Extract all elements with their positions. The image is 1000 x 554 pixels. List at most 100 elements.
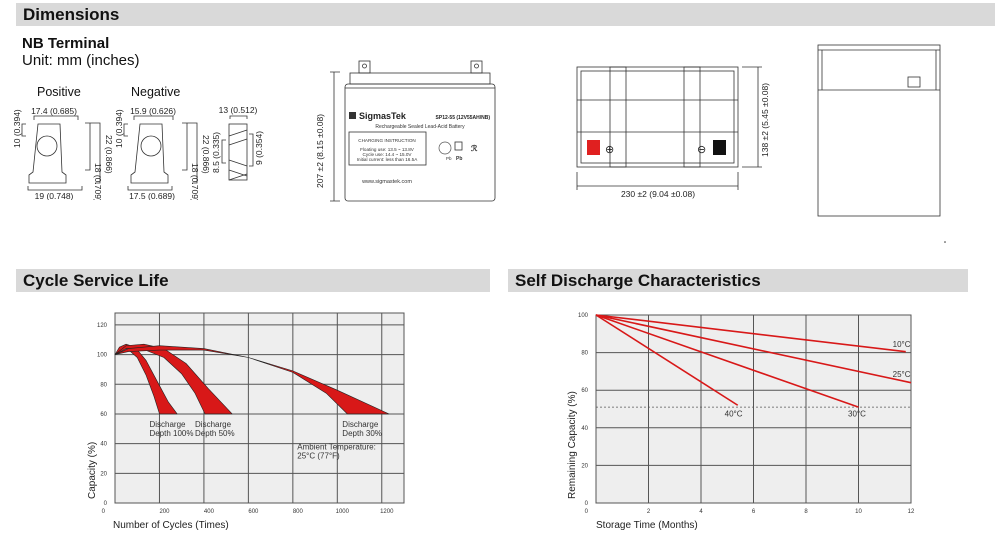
positive-terminal-hole: [36, 135, 58, 157]
brand-name: SigmasTek: [359, 111, 407, 121]
x-axis-label: Storage Time (Months): [596, 520, 698, 531]
neg-bottom-dim: 17.5 (0.689): [129, 191, 175, 200]
recycle-icon: [438, 141, 452, 155]
height-dimension: 207 ±2 (8.15 ±0.08): [315, 114, 325, 188]
series-label: 30°C: [848, 410, 866, 419]
length-dimension: 230 ±2 (9.04 ±0.08): [621, 189, 695, 199]
annotation: Ambient Temperature:: [297, 443, 376, 452]
x-tick-label: 4: [699, 509, 703, 515]
neg-left-dim: 10 (0.394): [114, 109, 124, 148]
terminal-side-view: [228, 123, 248, 181]
self-discharge-chart: 0 20 40 60 80 100 2 4 6 8 10 12 0 10°C 25°C 30°C 40°C Sto…: [567, 313, 915, 531]
x-tick-label: 1200: [380, 509, 394, 515]
pos-right2-dim: 22 (0.866): [104, 135, 114, 174]
cycle-title: Cycle Service Life: [23, 271, 169, 290]
positive-terminal-red: [587, 140, 600, 155]
y-tick-label: 0: [104, 501, 108, 507]
charging-line: Cycle use: 14.4 ~ 15.0V: [363, 152, 413, 157]
x-tick-label: 200: [159, 509, 170, 515]
series-label: 10°C: [893, 340, 911, 349]
x-tick-label: 1000: [336, 509, 350, 515]
x-tick-label: 8: [804, 509, 808, 515]
y-tick-label: 100: [97, 353, 108, 359]
series-label: 40°C: [725, 410, 743, 419]
battery-subtitle: Rechargeable Sealed Lead-Acid Battery: [375, 124, 465, 130]
pb-label: Pb: [446, 156, 452, 161]
cycle-service-life-chart: 0 20 40 60 80 100 120 200 400 600 800 1000 1200 0 Disc…: [87, 312, 405, 531]
charging-line: Floating use: 13.5 ~ 13.8V: [360, 147, 415, 152]
y-tick-label: 40: [100, 442, 107, 448]
y-axis-label: Capacity (%): [87, 442, 98, 499]
x-tick-label-zero: 0: [585, 509, 589, 515]
y-axis-label: Remaining Capacity (%): [567, 391, 578, 499]
series-line: [595, 314, 906, 353]
terminal-drawings: 17.4 (0.685) 19 (0.748) 10 (0.394) 18 (0…: [12, 85, 264, 200]
x-tick-label: 6: [752, 509, 756, 515]
side-left-dim: 8.5 (0.335): [211, 132, 221, 173]
self-discharge-title: Self Discharge Characteristics: [515, 271, 761, 290]
charging-title: CHARGING INSTRUCTION: [358, 138, 415, 143]
series-label: Depth 100%: [149, 429, 193, 438]
website: www.sigmastek.com: [361, 179, 412, 185]
ul-icon: ℛ: [471, 144, 478, 153]
y-tick-label: 80: [581, 351, 588, 357]
width-dimension: 138 ±2 (5.45 ±0.08): [760, 83, 770, 157]
pos-right1-dim: 18 (0.709): [93, 163, 103, 200]
x-tick-label: 12: [908, 509, 915, 515]
cycle-header: Cycle Service Life: [16, 269, 490, 292]
discharge-band: [114, 345, 390, 415]
annotation: 25°C (77°F): [297, 452, 340, 461]
negative-terminal-hole: [140, 135, 162, 157]
x-tick-label: 2: [647, 509, 651, 515]
x-tick-label: 400: [204, 509, 215, 515]
side-right-dim: 9 (0.354): [254, 131, 264, 165]
terminal-title: NB Terminal: [22, 35, 110, 52]
self-discharge-header: Self Discharge Characteristics: [508, 269, 968, 292]
y-tick-label: 0: [585, 501, 589, 507]
series-line: [595, 314, 859, 408]
positive-symbol: ⊕: [605, 144, 614, 156]
x-tick-label: 10: [855, 509, 862, 515]
terminal-unit: Unit: mm (inches): [22, 52, 140, 69]
charging-line: Initial current: less than 16.5A: [357, 157, 418, 162]
negative-terminal-shape: [130, 123, 169, 184]
y-tick-label: 20: [100, 471, 107, 477]
positive-terminal-shape: [28, 123, 67, 184]
series-label: Discharge: [342, 420, 379, 429]
x-axis-label: Number of Cycles (Times): [113, 520, 229, 531]
neg-right2-dim: 22 (0.866): [201, 135, 211, 174]
dimensions-title: Dimensions: [23, 5, 120, 24]
series-label: 25°C: [893, 370, 911, 379]
side-top-dim: 13 (0.512): [219, 105, 258, 115]
battery-side-view: [817, 44, 946, 243]
negative-terminal-black: [713, 140, 726, 155]
negative-symbol: ⊖: [697, 144, 706, 156]
pos-bottom-dim: 19 (0.748): [35, 191, 74, 200]
battery-top-view: ⊕ ⊖ 230 ±2 (9.04 ±0.08) 138 ±2 (5.45 ±0.…: [576, 66, 770, 199]
pos-left-dim: 10 (0.394): [12, 109, 22, 148]
y-tick-label: 120: [97, 323, 108, 329]
y-tick-label: 60: [100, 412, 107, 418]
y-tick-label: 40: [581, 426, 588, 432]
neg-right1-dim: 18 (0.709): [190, 163, 200, 200]
y-tick-label: 60: [581, 388, 588, 394]
x-tick-label: 600: [248, 509, 259, 515]
series-label: Discharge: [195, 420, 232, 429]
series-line: [595, 314, 912, 384]
pb-label: Pb: [456, 156, 462, 162]
y-tick-label: 20: [581, 463, 588, 469]
y-tick-label: 100: [578, 313, 589, 319]
x-tick-label: 800: [293, 509, 304, 515]
neg-top-dim: 15.9 (0.626): [130, 106, 176, 116]
series-line: [595, 314, 739, 406]
series-label: Depth 50%: [195, 429, 235, 438]
bin-icon: [454, 141, 463, 151]
y-tick-label-zero: 0: [102, 509, 106, 515]
dimensions-header: Dimensions: [16, 3, 995, 26]
series-label: Discharge: [149, 420, 186, 429]
positive-label: Positive: [37, 85, 81, 99]
battery-front-view: 207 ±2 (8.15 ±0.08) SigmasTek SP12-55 (1…: [315, 60, 496, 202]
y-tick-label: 80: [100, 382, 107, 388]
negative-label: Negative: [131, 85, 180, 99]
model-label: SP12-55 (12V55AH/NB): [436, 115, 491, 121]
